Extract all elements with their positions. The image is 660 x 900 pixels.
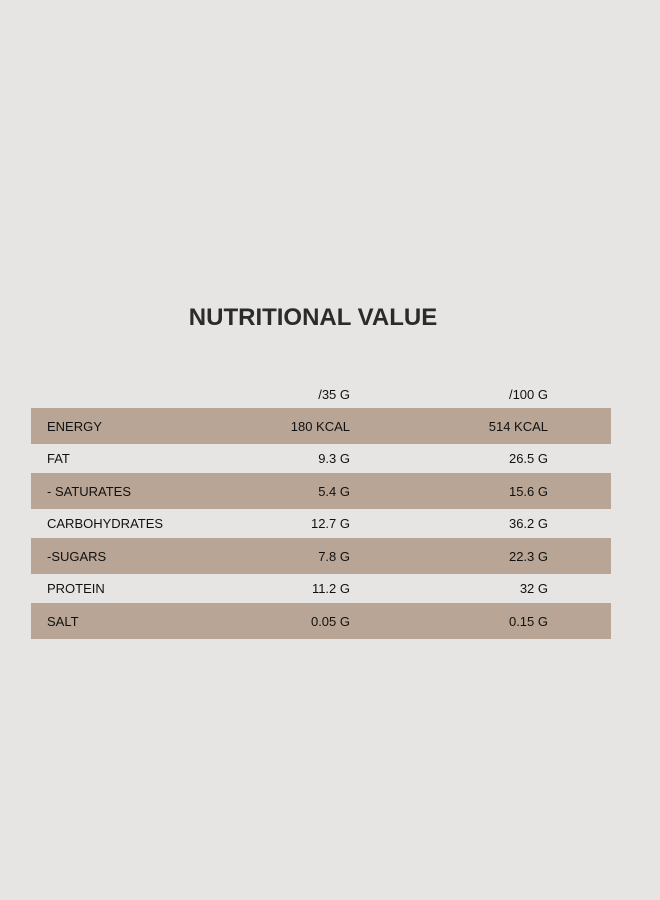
header-cell: /100 G xyxy=(508,386,548,402)
value-cell: 36.2 G xyxy=(508,516,548,531)
title: NUTRITIONAL VALUE xyxy=(188,304,438,331)
value-cell: 12.7 G xyxy=(310,516,350,531)
value-cell: 0.05 G xyxy=(310,613,350,629)
nutrient-name: FAT xyxy=(47,451,70,466)
table-row: SALT 0.05 G 0.15 G xyxy=(31,603,611,639)
table-row: -SUGARS 7.8 G 22.3 G xyxy=(31,538,611,574)
value-cell: 15.6 G xyxy=(508,483,548,499)
value-cell: 514 KCAL xyxy=(488,418,548,434)
nutrient-name: ENERGY xyxy=(47,418,102,434)
table-row: - SATURATES 5.4 G 15.6 G xyxy=(31,473,611,509)
nutrient-name: PROTEIN xyxy=(47,581,105,596)
value-cell: 26.5 G xyxy=(508,451,548,466)
value-cell: 180 KCAL xyxy=(290,418,350,434)
value-cell: 32 G xyxy=(519,581,548,596)
nutrient-name: SALT xyxy=(47,613,79,629)
header-cell: /35 G xyxy=(318,386,350,402)
table-row: PROTEIN 11.2 G 32 G xyxy=(31,574,611,603)
table-row: ENERGY 180 KCAL 514 KCAL xyxy=(31,408,611,444)
value-cell: 9.3 G xyxy=(318,451,350,466)
nutrition-table: /35 G/100 G ENERGY 180 KCAL 514 KCAL FAT 9.3 … xyxy=(31,380,611,639)
nutrient-name: -SUGARS xyxy=(47,548,107,564)
table-row: FAT 9.3 G 26.5 G xyxy=(31,444,611,473)
value-cell: 0.15 G xyxy=(508,613,548,629)
value-cell: 5.4 G xyxy=(318,483,350,499)
value-cell: 7.8 G xyxy=(318,548,350,564)
table-row: CARBOHYDRATES 12.7 G 36.2 G xyxy=(31,509,611,538)
nutrient-name: CARBOHYDRATES xyxy=(47,516,164,531)
value-cell: 11.2 G xyxy=(311,581,350,596)
header-row: /35 G/100 G xyxy=(31,380,611,408)
nutrient-name: - SATURATES xyxy=(47,483,132,499)
value-cell: 22.3 G xyxy=(508,548,548,564)
